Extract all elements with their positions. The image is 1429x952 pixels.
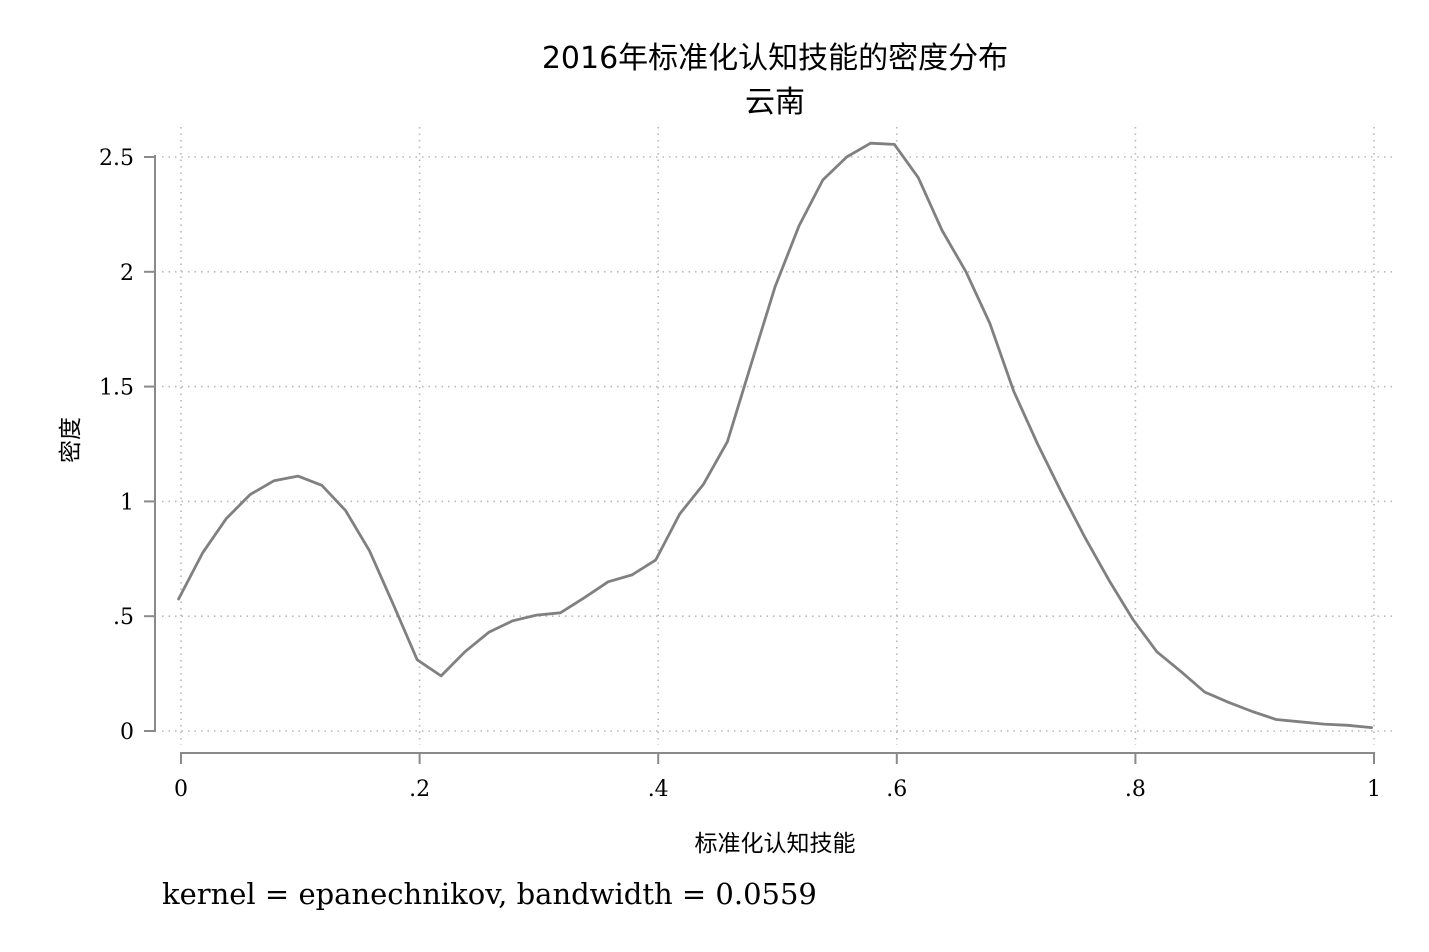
y-tick-label-1: .5 — [113, 605, 134, 630]
y-tick-label-4: 2 — [120, 261, 134, 286]
x-axis-title: 标准化认知技能 — [695, 831, 856, 857]
x-tick-label-3: .6 — [886, 777, 907, 802]
x-tick-label-2: .4 — [648, 777, 669, 802]
x-tick-label-5: 1 — [1367, 777, 1381, 802]
y-tick-label-3: 1.5 — [99, 376, 134, 401]
x-tick-label-4: .8 — [1125, 777, 1146, 802]
density-series — [177, 141, 1373, 729]
x-tick-label-1: .2 — [409, 777, 430, 802]
chart-subtitle: 云南 — [745, 85, 805, 120]
y-tick-label-0: 0 — [120, 720, 134, 745]
kernel-note: kernel = epanechnikov, bandwidth = 0.055… — [162, 877, 817, 911]
y-tick-label-5: 2.5 — [99, 146, 134, 171]
axes — [144, 155, 1375, 764]
chart-title: 2016年标准化认知技能的密度分布 — [542, 41, 1008, 76]
y-tick-label-2: 1 — [120, 490, 134, 515]
tick-labels: 0 .5 1 1.5 2 2.5 0 .2 .4 .6 .8 1 — [99, 146, 1381, 802]
density-line-0 — [177, 141, 1373, 729]
x-tick-label-0: 0 — [174, 777, 188, 802]
y-axis-title: 密度 — [58, 417, 84, 463]
grid-lines — [162, 127, 1392, 745]
